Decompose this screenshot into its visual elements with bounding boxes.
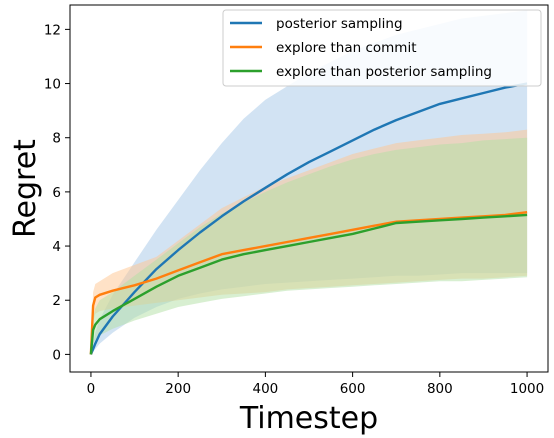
band-3 — [90, 137, 528, 355]
plot-frame — [69, 4, 549, 373]
axes — [69, 4, 549, 373]
y-tick-label: 8 — [52, 131, 61, 147]
y-tick-label: 12 — [44, 22, 61, 38]
y-tick-label: 2 — [52, 293, 61, 309]
legend-label-3: explore than posterior sampling — [276, 64, 492, 80]
series-lines — [89, 82, 528, 355]
x-tick-label: 400 — [252, 381, 278, 397]
legend-label-1: posterior sampling — [276, 16, 403, 32]
x-tick-label: 600 — [340, 381, 366, 397]
legend-label-2: explore than commit — [276, 40, 416, 56]
y-tick-label: 4 — [52, 239, 61, 255]
series-line-1 — [89, 82, 528, 355]
series-line-3 — [89, 213, 528, 355]
legend: posterior sampling explore than commit exp… — [222, 9, 542, 87]
x-axis-title: Timestep — [239, 401, 378, 436]
x-tick-label: 200 — [165, 381, 191, 397]
series-line-2 — [89, 211, 528, 355]
y-tick-label: 10 — [44, 77, 61, 93]
legend-box — [222, 9, 542, 87]
y-axis-title: Regret — [8, 139, 43, 238]
x-tick-label: 0 — [87, 381, 96, 397]
y-tick-label: 0 — [52, 347, 61, 363]
x-tick-label: 800 — [427, 381, 453, 397]
ticks: 0 200 400 600 800 1000 0 2 4 6 8 10 12 — [44, 22, 544, 397]
y-tick-label: 6 — [52, 185, 61, 201]
x-tick-label: 1000 — [510, 381, 544, 397]
